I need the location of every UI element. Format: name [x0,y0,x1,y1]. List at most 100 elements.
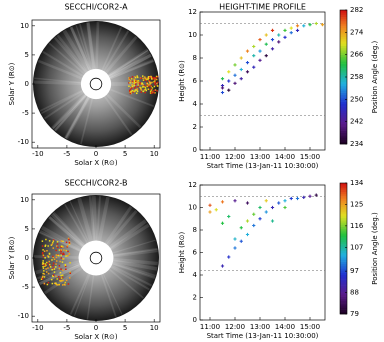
streamer [54,94,87,132]
feature-pixel [128,89,131,92]
colorbar-cell [340,183,347,186]
streamer [111,264,153,287]
x-tick-label: 11:00 [200,153,220,161]
feature-pixel [43,276,46,278]
feature-pixel [48,260,51,263]
feature-pixel [47,267,49,269]
data-point [252,44,256,49]
colorbar-cell [340,121,347,125]
streamer [100,274,117,318]
colorbar-cell [340,21,347,24]
y-tick-label: 12 [188,181,197,189]
colorbar-cell [340,200,347,203]
data-point [227,79,231,83]
feature-pixel [131,85,134,88]
streamer [35,260,80,275]
streamer [38,263,80,282]
colorbar-tick-label: 134 [350,179,364,187]
colorbar-cell [340,32,347,35]
feature-pixel [67,250,69,253]
data-point [295,24,300,28]
colorbar-cell [340,34,347,38]
y-tick-label: 12 [188,8,197,16]
feature-pixel [60,277,63,279]
x-axis-label: Solar X (R⊙) [74,333,118,341]
feature-pixel [140,89,143,91]
x-axis-label: Start Time (13-Jan-11 10:30:00) [207,332,319,340]
colorbar-cell [340,88,347,91]
feature-pixel [65,279,68,282]
y-tick-label: 10 [20,22,29,30]
chart-title: SECCHI/COR2-A [64,3,128,12]
feature-pixel [42,255,45,258]
feature-pixel [62,279,64,282]
feature-pixel [141,75,144,77]
feature-pixel [60,268,62,270]
feature-pixel [150,82,152,84]
colorbar-label: Position Angle (deg.) [371,40,379,113]
colorbar-cell [340,250,347,254]
y-tick-label: 8 [193,226,197,234]
feature-pixel [142,90,144,93]
x-tick-label: 10 [150,150,159,158]
feature-pixel [140,77,142,80]
streamer [108,49,149,77]
colorbar-cell [340,114,347,118]
feature-pixel [150,89,153,91]
feature-pixel [134,82,136,85]
feature-pixel [58,249,61,251]
streamer [103,30,130,72]
feature-pixel [151,90,153,93]
colorbar-cell [340,41,347,44]
occulter [80,68,112,100]
colorbar-cell [340,281,347,284]
colorbar-cell [340,139,347,143]
feature-pixel [44,244,47,247]
streamer [112,259,158,271]
feature-pixel [51,278,53,281]
colorbar-cell [340,47,347,51]
feature-pixel [137,85,139,88]
colorbar-cell [340,252,347,256]
streamer [101,27,123,71]
colorbar-cell [340,279,347,282]
colorbar-tick-label: 266 [350,51,364,59]
data-point [233,237,237,241]
feature-pixel [52,256,54,259]
feature-pixel [52,274,55,276]
data-point [258,205,262,210]
feature-pixel [133,81,136,84]
feature-pixel [67,237,70,240]
feature-pixel [63,253,65,255]
feature-pixel [151,76,154,79]
colorbar-cell [340,50,347,53]
solar-disk [89,251,103,265]
data-point [245,49,250,53]
data-point [320,23,325,27]
feature-pixel [61,276,64,279]
feature-pixel [156,81,159,84]
feature-pixel [142,79,145,82]
feature-pixel [144,88,147,90]
feature-pixel [58,265,61,267]
colorbar-cell [340,226,347,230]
feature-pixel [129,92,132,95]
streamer [109,88,155,108]
colorbar-cell [340,185,347,188]
feature-pixel [154,89,157,91]
data-point [270,205,275,210]
colorbar-cell [340,255,347,258]
feature-pixel [131,80,134,83]
y-axis-label: Solar Y (R⊙) [8,62,16,105]
feature-pixel [52,239,55,241]
colorbar-cell [340,68,347,71]
streamer [80,98,94,145]
data-point [239,56,243,60]
streamer [41,225,82,252]
data-point [233,246,237,250]
data-point [283,35,287,39]
streamer [108,53,152,79]
feature-pixel [51,268,53,271]
feature-pixel [147,83,149,86]
data-point [220,86,225,90]
